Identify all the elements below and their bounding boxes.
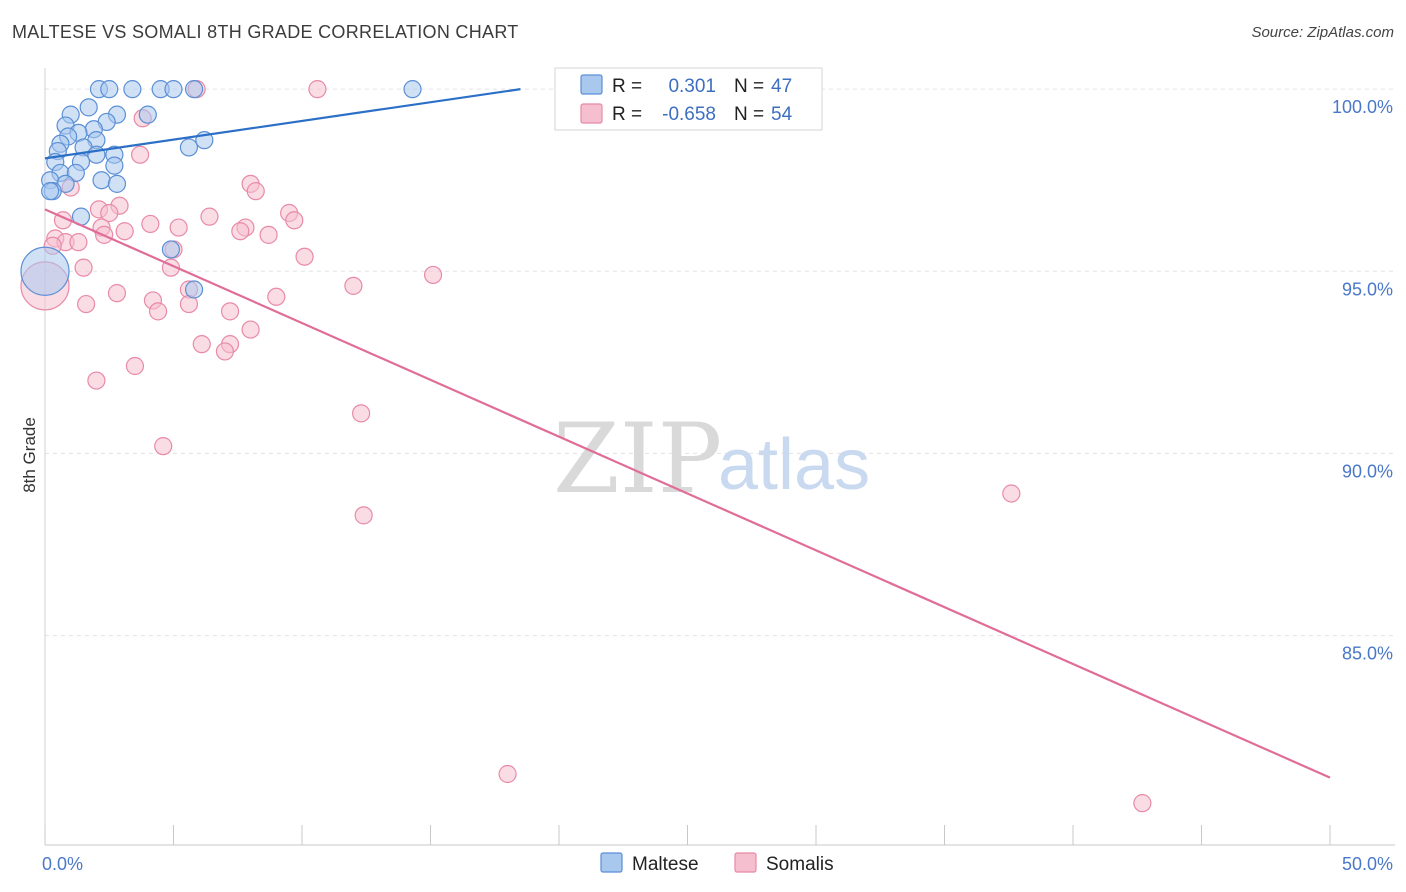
maltese-point-6 — [403, 80, 422, 99]
watermark-atlas: atlas — [718, 425, 870, 505]
somali-point-49 — [1002, 484, 1021, 503]
somali-point-9 — [100, 203, 119, 223]
legend-swatch-maltese — [580, 74, 603, 95]
chart-source: Source: ZipAtlas.com — [1251, 24, 1394, 41]
bottom-legend-swatch-maltese — [600, 852, 623, 873]
somali-point-40 — [241, 320, 260, 339]
somali-point-43 — [215, 342, 234, 361]
trend-layer — [44, 88, 1331, 779]
top-legend: R = 0.301 N = 47 R = -0.658 N = 54 — [554, 67, 823, 131]
y-tick-label-85: 85.0% — [1342, 644, 1393, 664]
somali-point-16 — [169, 218, 188, 237]
maltese-point-4 — [164, 80, 183, 99]
somali-point-21 — [259, 225, 278, 244]
y-axis-title: 8th Grade — [20, 417, 39, 493]
legend-n-label-somalis: N = — [734, 104, 764, 125]
maltese-point-29 — [92, 171, 111, 190]
somali-point-51 — [1133, 794, 1152, 813]
watermark: ZIP atlas — [553, 403, 870, 515]
somali-point-46 — [352, 404, 371, 423]
legend-n-value-somalis: 54 — [771, 104, 793, 125]
maltese-point-2 — [123, 80, 142, 99]
maltese-trend-line — [44, 88, 521, 160]
maltese-point-1 — [100, 80, 119, 99]
somali-point-18 — [115, 222, 134, 241]
somali-point-24 — [69, 233, 88, 252]
maltese-point-20 — [179, 138, 199, 157]
maltese-point-32 — [107, 174, 127, 193]
y-tick-label-100: 100.0% — [1332, 97, 1393, 117]
somali-point-50 — [498, 764, 517, 784]
somali-point-11 — [200, 207, 219, 226]
maltese-point-10 — [138, 105, 157, 124]
bottom-legend-label-maltese: Maltese — [632, 854, 699, 875]
somali-point-30 — [423, 265, 443, 285]
chart-title: MALTESE VS SOMALI 8TH GRADE CORRELATION … — [12, 22, 519, 42]
bottom-legend: Maltese Somalis — [600, 852, 834, 875]
somali-point-48 — [354, 506, 373, 525]
somali-point-27 — [295, 247, 314, 266]
somali-point-47 — [154, 437, 173, 456]
somali-point-28 — [74, 258, 93, 277]
legend-n-value-maltese: 47 — [771, 76, 792, 97]
legend-r-value-somalis: -0.658 — [662, 104, 716, 125]
maltese-point-38 — [20, 246, 70, 296]
legend-r-label-maltese: R = — [612, 76, 642, 97]
maltese-point-26 — [105, 156, 124, 175]
maltese-point-34 — [41, 182, 60, 201]
maltese-point-23 — [87, 145, 106, 164]
legend-n-label-maltese: N = — [734, 76, 764, 97]
axis-layer: 0.0% 50.0% — [42, 68, 1395, 874]
maltese-point-5 — [184, 80, 204, 99]
somali-point-39 — [220, 302, 240, 321]
bottom-legend-label-somalis: Somalis — [766, 854, 834, 875]
maltese-point-36 — [161, 240, 181, 259]
somali-point-1 — [308, 80, 327, 99]
somali-point-36 — [77, 294, 96, 314]
maltese-point-37 — [184, 280, 204, 299]
somali-point-34 — [267, 287, 286, 306]
y-tick-label-90: 90.0% — [1342, 461, 1393, 481]
somali-point-38 — [148, 302, 168, 321]
maltese-point-7 — [79, 98, 98, 117]
somali-point-33 — [107, 284, 127, 303]
legend-r-label-somalis: R = — [612, 104, 642, 125]
y-tick-label-95: 95.0% — [1342, 279, 1393, 299]
somali-point-41 — [192, 335, 211, 354]
somali-point-15 — [141, 214, 160, 234]
legend-r-value-maltese: 0.301 — [668, 76, 716, 97]
bottom-legend-swatch-somalis — [734, 852, 757, 873]
somali-point-12 — [285, 211, 304, 230]
somali-trend-line — [44, 208, 1331, 779]
somali-point-3 — [130, 145, 150, 164]
somali-point-31 — [344, 276, 363, 295]
somali-point-5 — [246, 182, 265, 201]
x-tick-label-50: 50.0% — [1342, 854, 1393, 874]
somali-point-44 — [125, 356, 145, 376]
legend-swatch-somalis — [580, 103, 603, 124]
somali-point-20 — [231, 222, 250, 241]
x-tick-label-0: 0.0% — [42, 854, 83, 874]
somali-point-45 — [87, 371, 106, 390]
